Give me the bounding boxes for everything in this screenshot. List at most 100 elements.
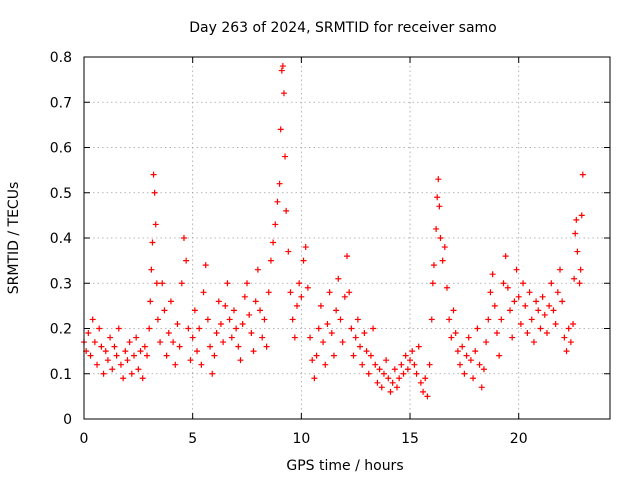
- data-point: [139, 375, 146, 382]
- data-point: [291, 334, 298, 341]
- data-point: [151, 189, 158, 196]
- data-point: [428, 316, 435, 323]
- data-point: [87, 352, 94, 359]
- data-point: [144, 352, 151, 359]
- data-point: [413, 370, 420, 377]
- data-point: [504, 284, 511, 291]
- data-point: [565, 325, 572, 332]
- data-point: [137, 348, 144, 355]
- data-point: [172, 361, 179, 368]
- data-point: [239, 320, 246, 327]
- data-point: [396, 375, 403, 382]
- data-point: [524, 330, 531, 337]
- data-point: [420, 388, 427, 395]
- data-point: [515, 293, 522, 300]
- data-point: [330, 352, 337, 359]
- data-point: [220, 339, 227, 346]
- data-point: [167, 298, 174, 305]
- data-point: [289, 316, 296, 323]
- data-point: [174, 320, 181, 327]
- data-point: [561, 334, 568, 341]
- data-point: [154, 316, 161, 323]
- data-point: [350, 352, 357, 359]
- y-tick-label: 0.2: [50, 322, 72, 338]
- data-point: [126, 339, 133, 346]
- data-point: [346, 289, 353, 296]
- data-point: [250, 348, 257, 355]
- data-point: [424, 393, 431, 400]
- data-point: [383, 357, 390, 364]
- data-point: [430, 262, 437, 269]
- data-point: [372, 361, 379, 368]
- data-point: [180, 235, 187, 241]
- x-tick-label: 0: [80, 431, 89, 447]
- data-point: [191, 307, 198, 314]
- data-point: [509, 334, 516, 341]
- data-point: [183, 257, 190, 264]
- x-tick-label: 5: [188, 431, 197, 447]
- data-point: [277, 126, 284, 133]
- data-point: [149, 239, 156, 246]
- data-point: [147, 298, 154, 305]
- data-point: [270, 239, 277, 246]
- data-point: [402, 352, 409, 359]
- data-point: [153, 280, 160, 287]
- data-point: [237, 357, 244, 364]
- data-point: [470, 375, 477, 382]
- data-point: [313, 352, 320, 359]
- data-point: [304, 284, 311, 291]
- data-point: [454, 348, 461, 355]
- axes: 0 5 10 15 20 0 0.1 0.2 0.3 0.4 0.5 0.6 0.7 0.8: [50, 50, 610, 447]
- data-point: [385, 375, 392, 382]
- data-point: [537, 325, 544, 332]
- x-tick-label: 20: [510, 431, 528, 447]
- data-point: [185, 325, 192, 332]
- data-point: [298, 293, 305, 300]
- data-point: [361, 330, 368, 337]
- data-point: [198, 361, 205, 368]
- data-point: [148, 266, 155, 273]
- data-point: [213, 330, 220, 337]
- data-point: [217, 320, 224, 327]
- data-point: [233, 325, 240, 332]
- data-point: [244, 280, 251, 287]
- data-point: [283, 207, 290, 214]
- data-point: [363, 348, 370, 355]
- chart-title: Day 263 of 2024, SRMTID for receiver sam…: [189, 20, 497, 36]
- data-point: [400, 370, 407, 377]
- data-point: [324, 320, 331, 327]
- data-point: [450, 307, 457, 314]
- data-point: [415, 343, 422, 350]
- data-point: [441, 244, 448, 251]
- data-point: [541, 311, 548, 318]
- data-point: [491, 302, 498, 309]
- data-point: [91, 339, 98, 346]
- data-point: [500, 280, 507, 287]
- data-point: [435, 176, 442, 183]
- data-point: [287, 289, 294, 296]
- data-point: [404, 366, 411, 373]
- data-point: [467, 357, 474, 364]
- data-point: [130, 352, 137, 359]
- data-point: [146, 325, 153, 332]
- data-point: [577, 266, 584, 273]
- data-point: [150, 171, 157, 178]
- data-point: [446, 316, 453, 323]
- data-point: [263, 343, 270, 350]
- data-point: [543, 330, 550, 337]
- data-point: [374, 379, 381, 386]
- data-point: [393, 384, 400, 391]
- y-axis-label: SRMTID / TECUs: [6, 182, 22, 295]
- y-tick-label: 0.1: [50, 367, 72, 383]
- data-point: [522, 302, 529, 309]
- data-point: [241, 293, 248, 300]
- data-point: [443, 284, 450, 291]
- data-point: [302, 244, 309, 251]
- data-point: [161, 307, 168, 314]
- data-point: [294, 302, 301, 309]
- data-point: [276, 180, 283, 187]
- y-tick-label: 0: [63, 412, 72, 428]
- data-point: [157, 339, 164, 346]
- data-point: [248, 330, 255, 337]
- data-point: [579, 171, 586, 178]
